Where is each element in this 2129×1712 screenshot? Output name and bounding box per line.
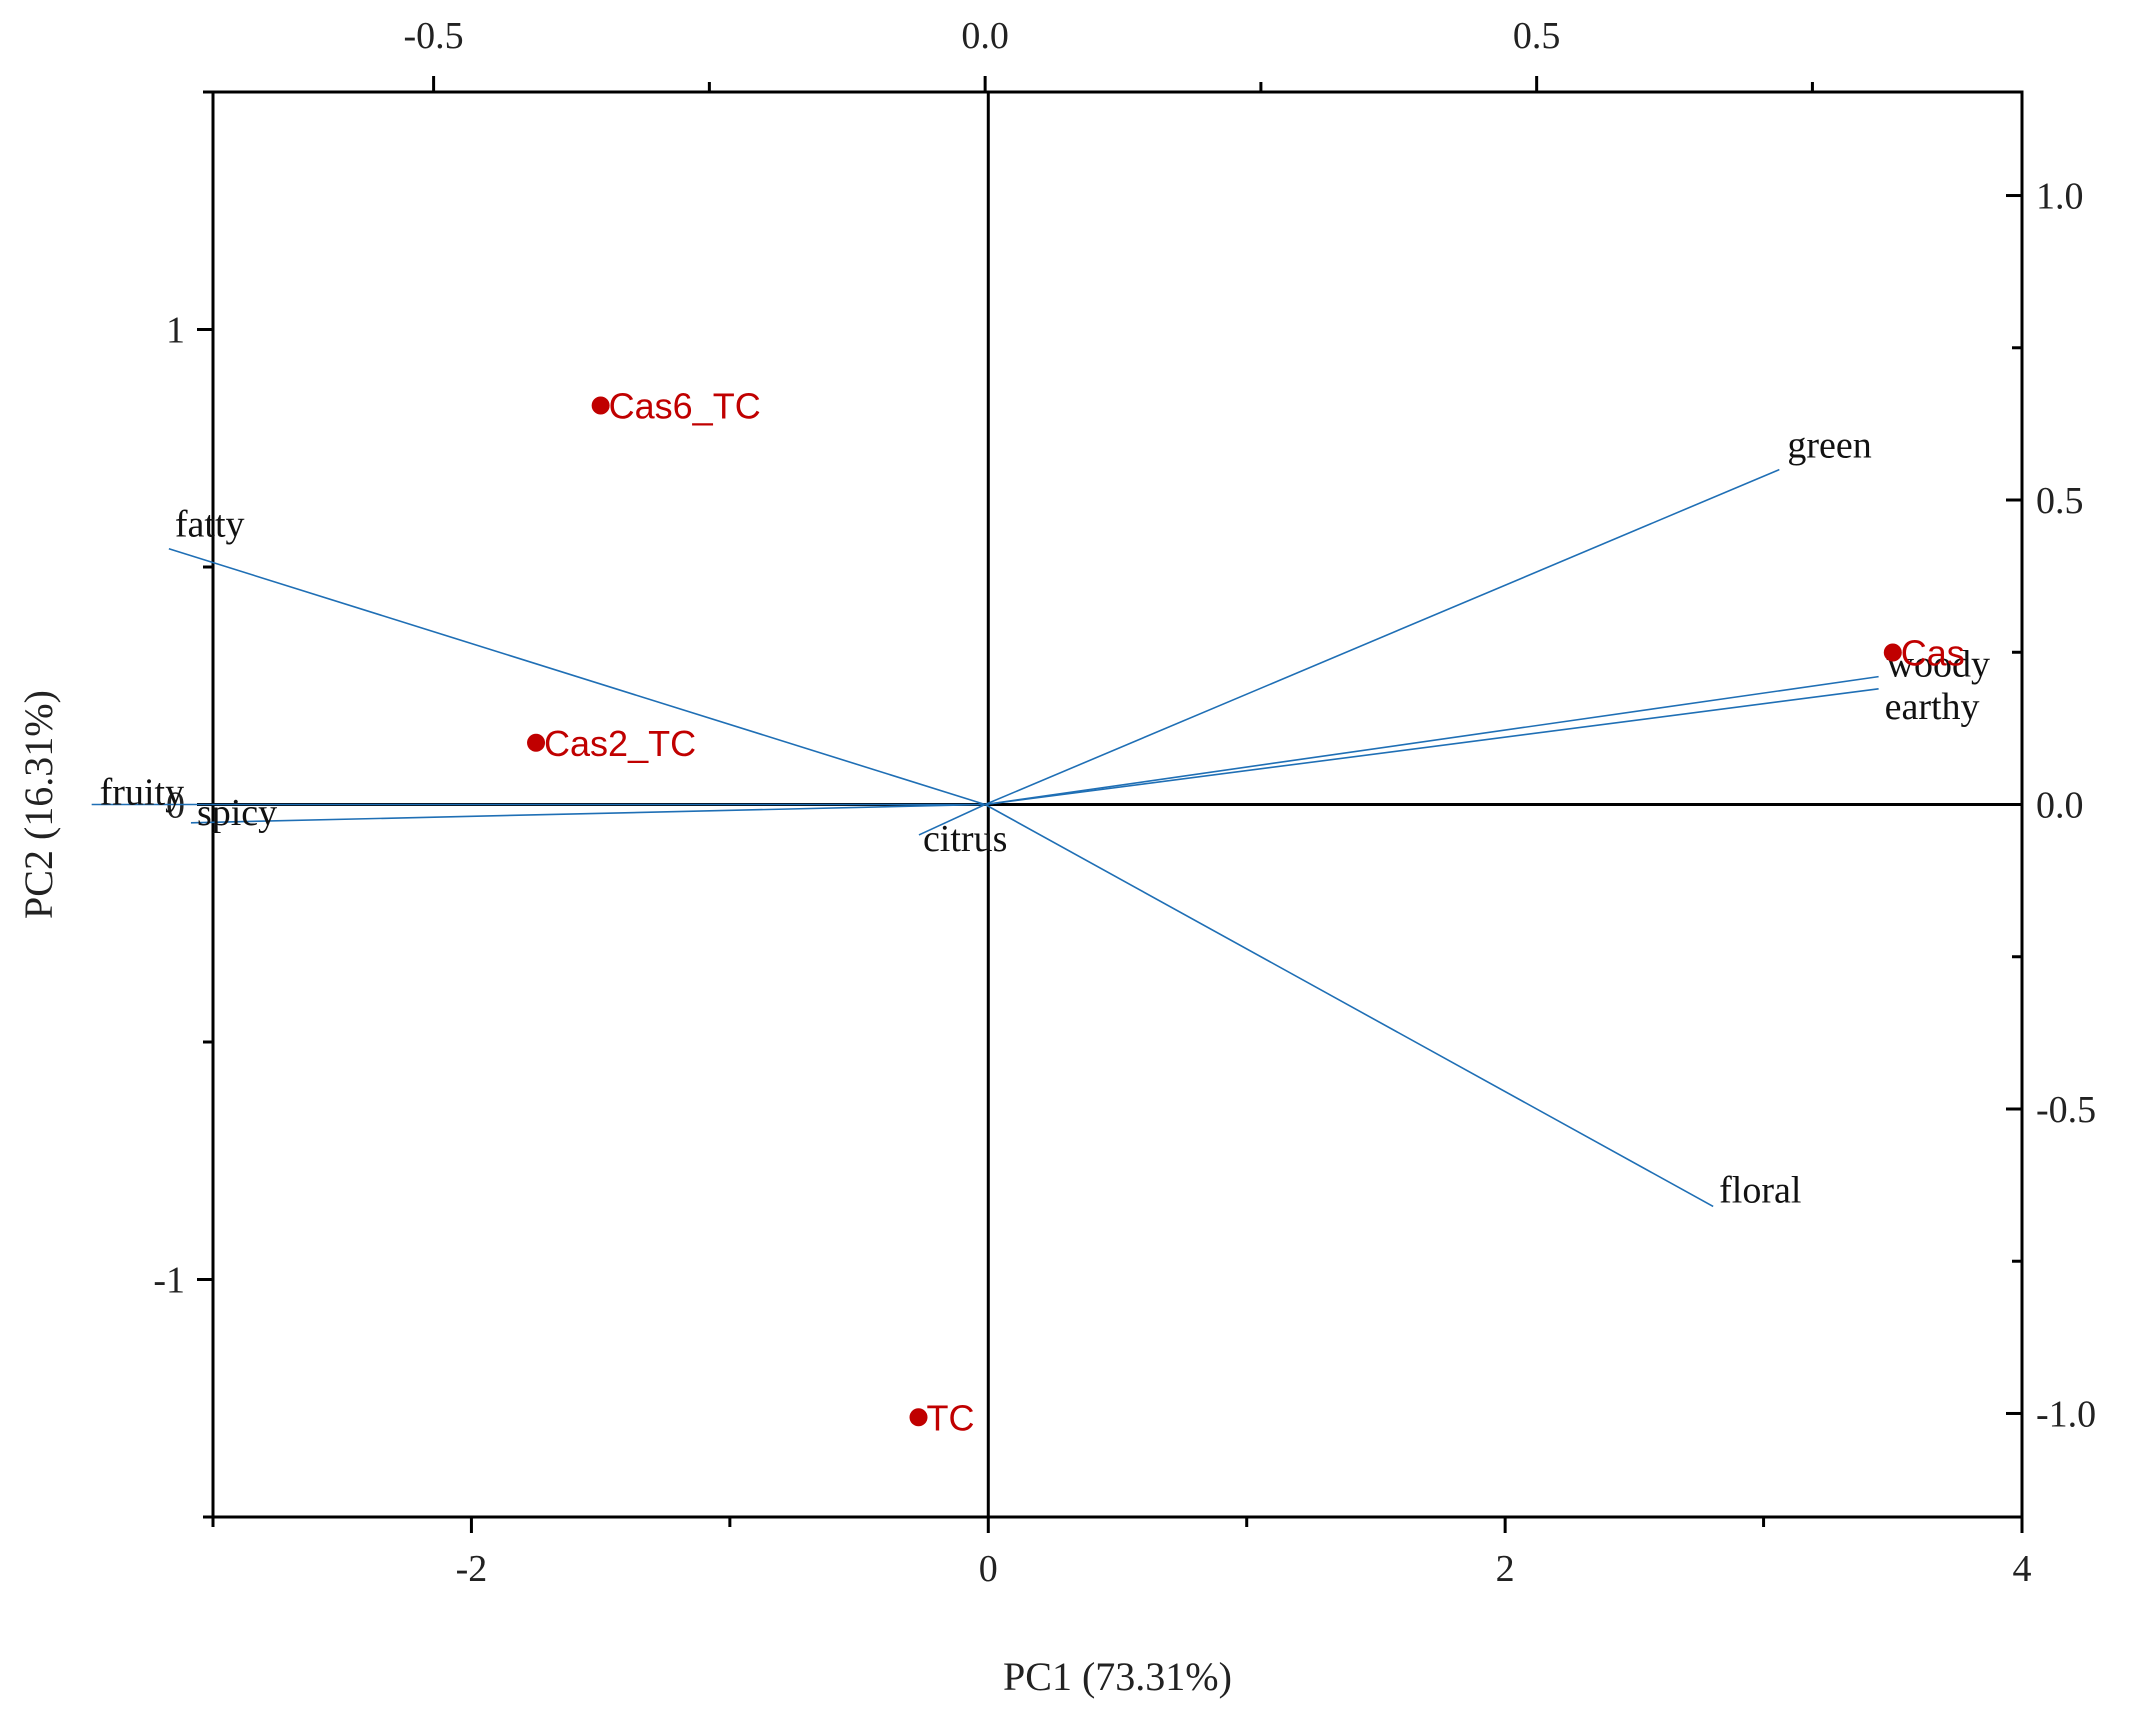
loading-vector-spicy: [190, 803, 986, 824]
x-tick-label: -2: [456, 1548, 488, 1590]
loading-vector-woody: [985, 675, 1879, 806]
observation-label-TC: TC: [927, 1397, 975, 1438]
right-tick-label: -0.5: [2036, 1089, 2096, 1131]
x-tick-label: 2: [1496, 1548, 1515, 1590]
y-axis-title: PC2 (16.31%): [16, 690, 61, 919]
observations-layer: Cas6_TC Cas2_TC Cas TC: [527, 386, 1965, 1438]
loading-vector-earthy: [985, 688, 1879, 806]
x-axis-title: PC1 (73.31%): [1003, 1654, 1232, 1699]
top-tick-label: 0.0: [961, 15, 1009, 57]
observation-point-Cas6_TC: [591, 396, 610, 415]
observation-point-Cas2_TC: [527, 733, 546, 752]
observation-label-Cas6_TC: Cas6_TC: [609, 386, 761, 427]
top-tick-label: 0.5: [1513, 15, 1561, 57]
right-tick-label: -1.0: [2036, 1393, 2096, 1435]
loading-vector-green: [984, 468, 1780, 806]
loading-vector-floral: [984, 803, 1714, 1208]
right-tick-label: 1.0: [2036, 176, 2084, 218]
axes-layer: -2 0 2 4 -1 0 1 -0.5 0.0 0.5 1.0 0.5 0.0 -0.5 -1.0: [153, 15, 2096, 1590]
top-tick-label: -0.5: [404, 15, 464, 57]
observation-label-Cas2_TC: Cas2_TC: [544, 723, 696, 764]
loading-label-floral: floral: [1719, 1169, 1801, 1211]
x-tick-label: 4: [2013, 1548, 2032, 1590]
right-tick-label: 0.5: [2036, 480, 2084, 522]
observation-label-Cas: Cas: [1901, 633, 1965, 674]
loading-label-green: green: [1787, 425, 1871, 467]
y-tick-label: -1: [153, 1260, 185, 1302]
right-tick-label: 0.0: [2036, 785, 2084, 827]
loading-vector-fatty: [168, 547, 986, 806]
loading-label-woody: woody: [1887, 644, 1990, 686]
observation-point-Cas: [1883, 643, 1902, 662]
loading-vector-citrus: [918, 803, 986, 836]
loading-label-fruity: fruity: [100, 772, 184, 814]
y-tick-label: 1: [166, 310, 185, 352]
observation-point-TC: [909, 1408, 928, 1427]
x-tick-label: 0: [979, 1548, 998, 1590]
loading-label-earthy: earthy: [1885, 686, 1980, 728]
loading-label-citrus: citrus: [923, 818, 1007, 860]
loading-label-fatty: fatty: [175, 504, 245, 546]
loading-label-spicy: spicy: [197, 792, 277, 834]
y-tick-label: 0: [166, 785, 185, 827]
